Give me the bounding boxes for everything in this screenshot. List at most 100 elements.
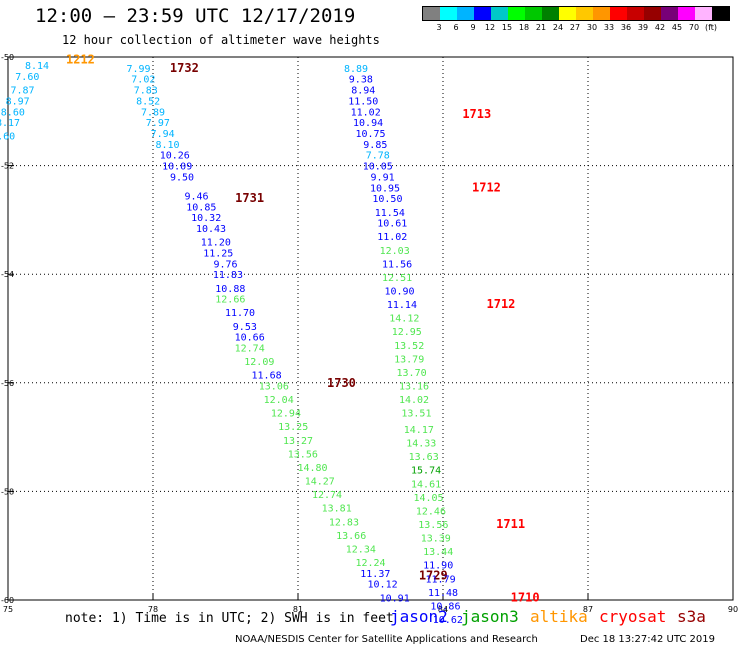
wave-height-value: 10.43 [196,224,226,235]
legend-swatches [422,6,730,21]
wave-height-value: 7.87 [10,86,34,97]
wave-height-value: 10.85 [186,202,216,213]
y-tick-label: -54 [1,270,14,279]
wave-height-value: 7.94 [151,129,175,140]
legend-label: 39 [637,23,649,32]
wave-height-value: 11.68 [252,371,282,382]
wave-height-value: 8.10 [155,140,179,151]
page-title: 12:00 – 23:59 UTC 12/17/2019 [35,5,356,27]
wave-height-value: 13.39 [421,534,451,545]
wave-height-value: 11.50 [348,96,378,107]
wave-height-value: 9.76 [213,259,237,270]
wave-height-value: 13.56 [288,449,318,460]
wave-height-value: 13.56 [418,520,448,531]
legend-label: 18 [518,23,530,32]
wave-height-value: 13.70 [397,368,427,379]
x-tick-label: 78 [148,605,158,614]
wave-height-value: 12.04 [264,395,294,406]
wave-height-value: 12.03 [380,246,410,257]
mission-cryosat: cryosat [599,607,667,626]
wave-height-value: 12.94 [271,409,301,420]
wave-height-value: 9.50 [170,172,194,183]
legend-swatch [542,7,559,20]
legend-label: 36 [620,23,632,32]
legend-label: 15 [501,23,513,32]
wave-height-value: 14.80 [297,463,327,474]
y-tick-label: -56 [1,379,14,388]
wave-height-value: 11.56 [382,259,412,270]
y-tick-label: -50 [1,53,14,62]
wave-height-value: 10.66 [235,333,265,344]
wave-height-value: 14.17 [404,425,434,436]
wave-height-value: 7.83 [134,86,158,97]
wave-height-value: 11.14 [387,300,417,311]
wave-height-value: 12.09 [244,357,274,368]
wave-height-value: 13.63 [409,452,439,463]
legend-swatch [576,7,593,20]
wave-height-value: 13.52 [394,341,424,352]
track-time-label: 1712 [472,180,501,194]
mission-altika: altika [530,607,588,626]
track-time-label: 1713 [462,107,491,121]
wave-height-value: 8.52 [136,96,160,107]
wave-height-value: 14.05 [413,493,443,504]
legend-swatch [712,7,729,20]
legend-swatch [593,7,610,20]
wave-height-value: 10.75 [355,129,385,140]
track-time-label: 1732 [170,61,199,75]
color-legend: 3 6 9 12 15 18 21 24 27 30 33 36 39 42 45 70 (ft) [422,6,730,33]
wave-height-value: 8.14 [25,61,49,72]
wave-height-value: 7.89 [141,107,165,118]
wave-height-value: 12.74 [235,344,265,355]
legend-labels: 3 6 9 12 15 18 21 24 27 30 33 36 39 42 45 70 (ft) [422,21,730,33]
legend-swatch [559,7,576,20]
wave-height-value: 13.25 [278,422,308,433]
legend-swatch [423,7,440,20]
wave-height-value: 15.74 [411,466,441,477]
track-time-label: 1731 [235,191,264,205]
wave-height-value: 9.85 [363,140,387,151]
wave-height-value: 11.70 [225,308,255,319]
wave-height-value: 7.78 [366,151,390,162]
wave-height-value: 11.48 [428,588,458,599]
legend-label: 42 [654,23,666,32]
wave-height-value: 8.97 [6,96,30,107]
x-tick-label: 84 [438,605,448,614]
wave-height-value: 12.95 [392,327,422,338]
wave-height-value: 11.79 [426,574,456,585]
legend-swatch [644,7,661,20]
wave-height-value: 10.26 [160,151,190,162]
wave-height-value: 10.32 [191,213,221,224]
y-tick-label: -52 [1,162,14,171]
wave-height-value: 12.66 [215,295,245,306]
legend-label: 70 [688,23,700,32]
wave-height-value: 8.60 [0,132,15,143]
page-subtitle: 12 hour collection of altimeter wave hei… [62,33,380,47]
legend-swatch [678,7,695,20]
wave-height-value: 8.60 [1,107,25,118]
wave-height-value: 7.97 [146,118,170,129]
wave-height-value: 10.05 [363,162,393,173]
legend-swatch [627,7,644,20]
legend-label: 12 [484,23,496,32]
wave-height-value: 14.27 [305,477,335,488]
wave-height-value: 10.86 [430,601,460,612]
wave-height-value: 13.66 [336,531,366,542]
wave-height-value: 9.38 [349,75,373,86]
legend-swatch [457,7,474,20]
wave-height-value: 10.88 [215,284,245,295]
wave-height-value: 8.94 [351,86,375,97]
wave-height-value: 10.09 [162,162,192,173]
wave-height-value: 13.81 [322,504,352,515]
y-tick-label: -58 [1,487,14,496]
wave-height-value: 12.51 [382,273,412,284]
wave-height-value: 10.91 [380,593,410,604]
legend-label: 30 [586,23,598,32]
wave-height-value: 10.50 [372,194,402,205]
legend-swatch [525,7,542,20]
wave-height-value: 10.12 [368,580,398,591]
wave-height-value: 11.02 [377,232,407,243]
x-tick-label: 75 [3,605,13,614]
